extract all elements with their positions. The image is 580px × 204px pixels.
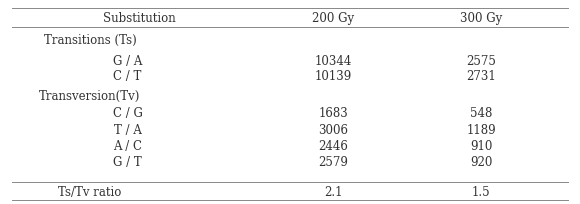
Text: 548: 548	[470, 107, 492, 120]
Text: 910: 910	[470, 139, 492, 152]
Text: G / T: G / T	[113, 156, 142, 169]
Text: 10139: 10139	[315, 70, 352, 83]
Text: 920: 920	[470, 156, 492, 169]
Text: 300 Gy: 300 Gy	[461, 12, 502, 25]
Text: 10344: 10344	[315, 55, 352, 68]
Text: 2575: 2575	[466, 55, 496, 68]
Text: 3006: 3006	[318, 123, 349, 136]
Text: 1683: 1683	[318, 107, 349, 120]
Text: 2446: 2446	[318, 139, 349, 152]
Text: Substitution: Substitution	[103, 12, 176, 25]
Text: 2731: 2731	[466, 70, 496, 83]
Text: 2579: 2579	[318, 156, 349, 169]
Text: 1189: 1189	[466, 123, 496, 136]
Text: 2.1: 2.1	[324, 185, 343, 198]
Text: Transversion(Tv): Transversion(Tv)	[39, 89, 140, 102]
Text: G / A: G / A	[113, 55, 142, 68]
Text: C / G: C / G	[113, 107, 143, 120]
Text: T / A: T / A	[114, 123, 142, 136]
Text: Ts/Tv ratio: Ts/Tv ratio	[58, 185, 122, 198]
Text: 1.5: 1.5	[472, 185, 491, 198]
Text: 200 Gy: 200 Gy	[313, 12, 354, 25]
Text: C / T: C / T	[114, 70, 142, 83]
Text: Transitions (Ts): Transitions (Ts)	[44, 33, 136, 46]
Text: A / C: A / C	[113, 139, 142, 152]
